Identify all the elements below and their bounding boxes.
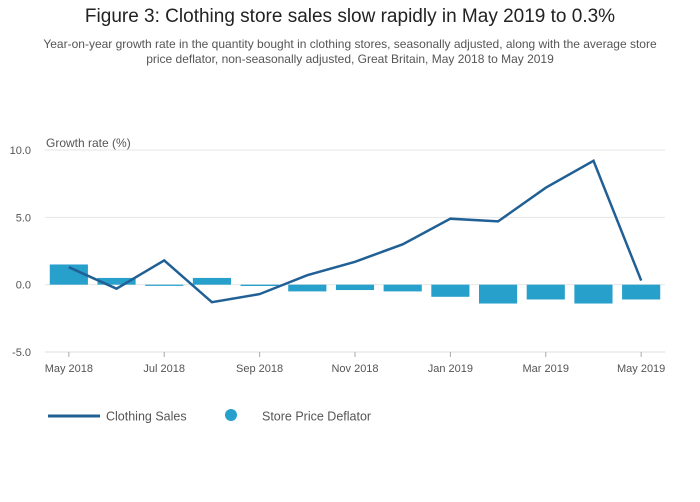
y-tick-label: 10.0 (10, 145, 31, 157)
chart-subtitle: Year-on-year growth rate in the quantity… (43, 37, 657, 66)
legend[interactable]: Clothing Sales Store Price Deflator (48, 409, 371, 424)
legend-swatch-store-price-deflator (225, 409, 237, 421)
deflator-bar (240, 284, 279, 287)
deflator-bar (192, 277, 231, 285)
deflator-bar (622, 284, 661, 300)
y-tick-label: 0.0 (16, 280, 31, 292)
deflator-bar (479, 284, 518, 304)
legend-label-store-price-deflator: Store Price Deflator (262, 410, 371, 424)
line-series (68, 159, 643, 304)
x-tick-label: May 2019 (617, 363, 665, 375)
x-tick-label: Jul 2018 (143, 363, 185, 375)
deflator-bar (145, 284, 184, 286)
clothing-sales-line (68, 159, 643, 304)
chart-title: Figure 3: Clothing store sales slow rapi… (84, 6, 616, 27)
x-tick-label: Jan 2019 (428, 363, 473, 375)
x-tick-label: Nov 2018 (331, 363, 378, 375)
deflator-bar (431, 284, 470, 297)
x-tick-label: May 2018 (45, 363, 93, 375)
deflator-bar (288, 284, 327, 292)
y-axis: 10.0 5.0 0.0 -5.0 (10, 145, 31, 359)
bar-series (49, 264, 661, 304)
deflator-bar (335, 284, 375, 291)
deflator-bar (49, 264, 88, 285)
deflator-bar (383, 284, 422, 292)
deflator-bar (574, 284, 613, 304)
x-tick-label: Mar 2019 (523, 363, 569, 375)
y-tick-label: -5.0 (12, 347, 31, 359)
x-tick-label: Sep 2018 (236, 363, 283, 375)
deflator-bar (97, 277, 136, 285)
y-tick-label: 5.0 (16, 212, 31, 224)
y-axis-label: Growth rate (%) (46, 136, 131, 150)
legend-label-clothing-sales: Clothing Sales (106, 410, 187, 424)
gridlines (45, 149, 665, 353)
x-axis: May 2018 Jul 2018 Sep 2018 Nov 2018 Jan 2019… (45, 352, 665, 375)
deflator-bar (526, 284, 565, 300)
